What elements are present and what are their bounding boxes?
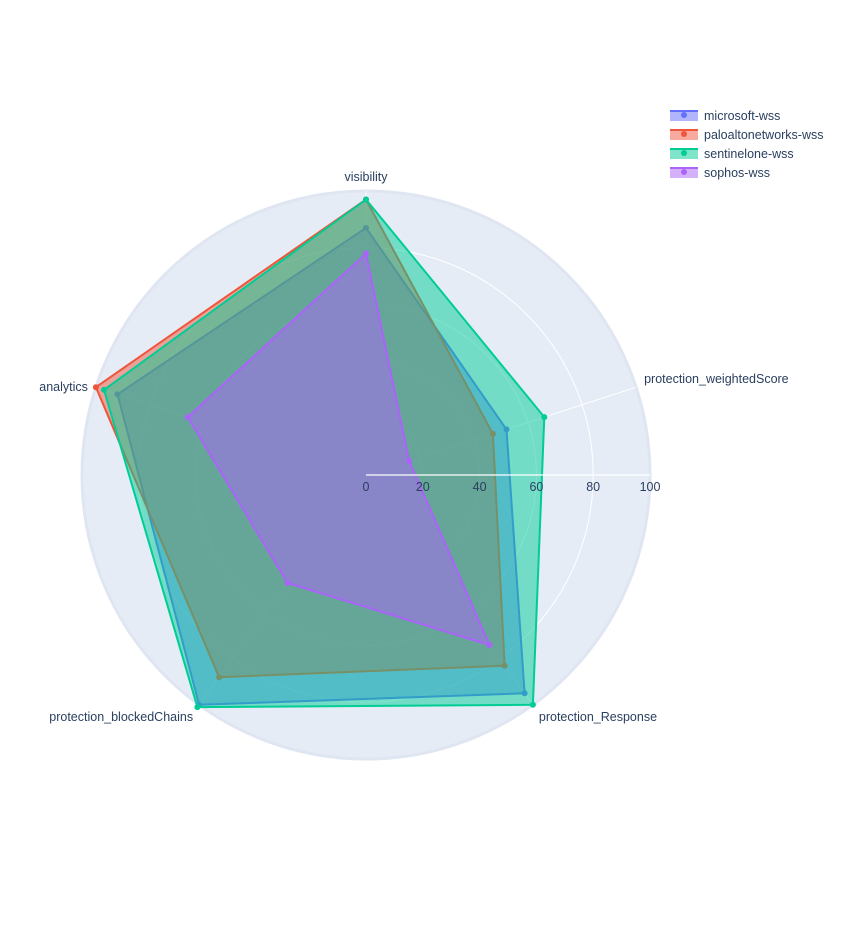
legend-marker-sentinelone-wss bbox=[681, 150, 687, 156]
radial-tick-label-100: 100 bbox=[640, 480, 661, 494]
radial-tick-label-80: 80 bbox=[586, 480, 600, 494]
legend-item-microsoft-wss[interactable]: microsoft-wss bbox=[670, 109, 780, 123]
series-traces[interactable] bbox=[92, 196, 548, 711]
legend-item-sentinelone-wss[interactable]: sentinelone-wss bbox=[670, 147, 794, 161]
category-label-visibility: visibility bbox=[344, 170, 388, 184]
legend-label-microsoft-wss: microsoft-wss bbox=[704, 109, 780, 123]
data-point-sentinelone-wss-protection_blockedChains[interactable] bbox=[194, 704, 201, 711]
category-label-protection_blockedChains: protection_blockedChains bbox=[49, 710, 193, 724]
legend-label-sophos-wss: sophos-wss bbox=[704, 166, 770, 180]
legend-label-sentinelone-wss: sentinelone-wss bbox=[704, 147, 794, 161]
legend-marker-paloaltonetworks-wss bbox=[681, 131, 687, 137]
data-point-sophos-wss-protection_weightedScore[interactable] bbox=[406, 458, 413, 464]
legend-marker-microsoft-wss bbox=[681, 112, 687, 118]
series-sophos-wss[interactable] bbox=[184, 250, 493, 649]
data-point-sophos-wss-protection_blockedChains[interactable] bbox=[284, 580, 291, 586]
series-area-sophos-wss[interactable] bbox=[186, 252, 491, 646]
category-label-analytics: analytics bbox=[39, 380, 88, 394]
category-label-protection_Response: protection_Response bbox=[539, 710, 657, 724]
legend-marker-sophos-wss bbox=[681, 169, 687, 175]
legend-item-sophos-wss[interactable]: sophos-wss bbox=[670, 166, 770, 180]
data-point-sophos-wss-visibility[interactable] bbox=[363, 250, 369, 257]
angular-axis-labels: protection_weightedScore visibility analyt… bbox=[39, 170, 788, 724]
data-point-sentinelone-wss-visibility[interactable] bbox=[363, 196, 369, 203]
category-label-protection_weightedScore: protection_weightedScore bbox=[644, 372, 789, 386]
radial-tick-label-0: 0 bbox=[363, 480, 370, 494]
legend[interactable]: microsoft-wss paloaltonetworks-wss sentine… bbox=[670, 109, 824, 180]
radial-tick-label-40: 40 bbox=[473, 480, 487, 494]
data-point-sophos-wss-protection_Response[interactable] bbox=[486, 642, 493, 648]
data-point-sentinelone-wss-analytics[interactable] bbox=[101, 386, 107, 393]
legend-item-paloaltonetworks-wss[interactable]: paloaltonetworks-wss bbox=[670, 128, 824, 142]
legend-label-paloaltonetworks-wss: paloaltonetworks-wss bbox=[704, 128, 824, 142]
data-point-paloaltonetworks-wss-analytics[interactable] bbox=[92, 384, 99, 391]
radial-tick-label-20: 20 bbox=[416, 480, 430, 494]
radial-tick-label-60: 60 bbox=[529, 480, 543, 494]
data-point-sentinelone-wss-protection_weightedScore[interactable] bbox=[541, 414, 548, 421]
radial-axis: 0 20 40 60 80 100 bbox=[363, 474, 661, 494]
data-point-sophos-wss-analytics[interactable] bbox=[184, 414, 191, 421]
data-point-sentinelone-wss-protection_Response[interactable] bbox=[529, 701, 536, 708]
